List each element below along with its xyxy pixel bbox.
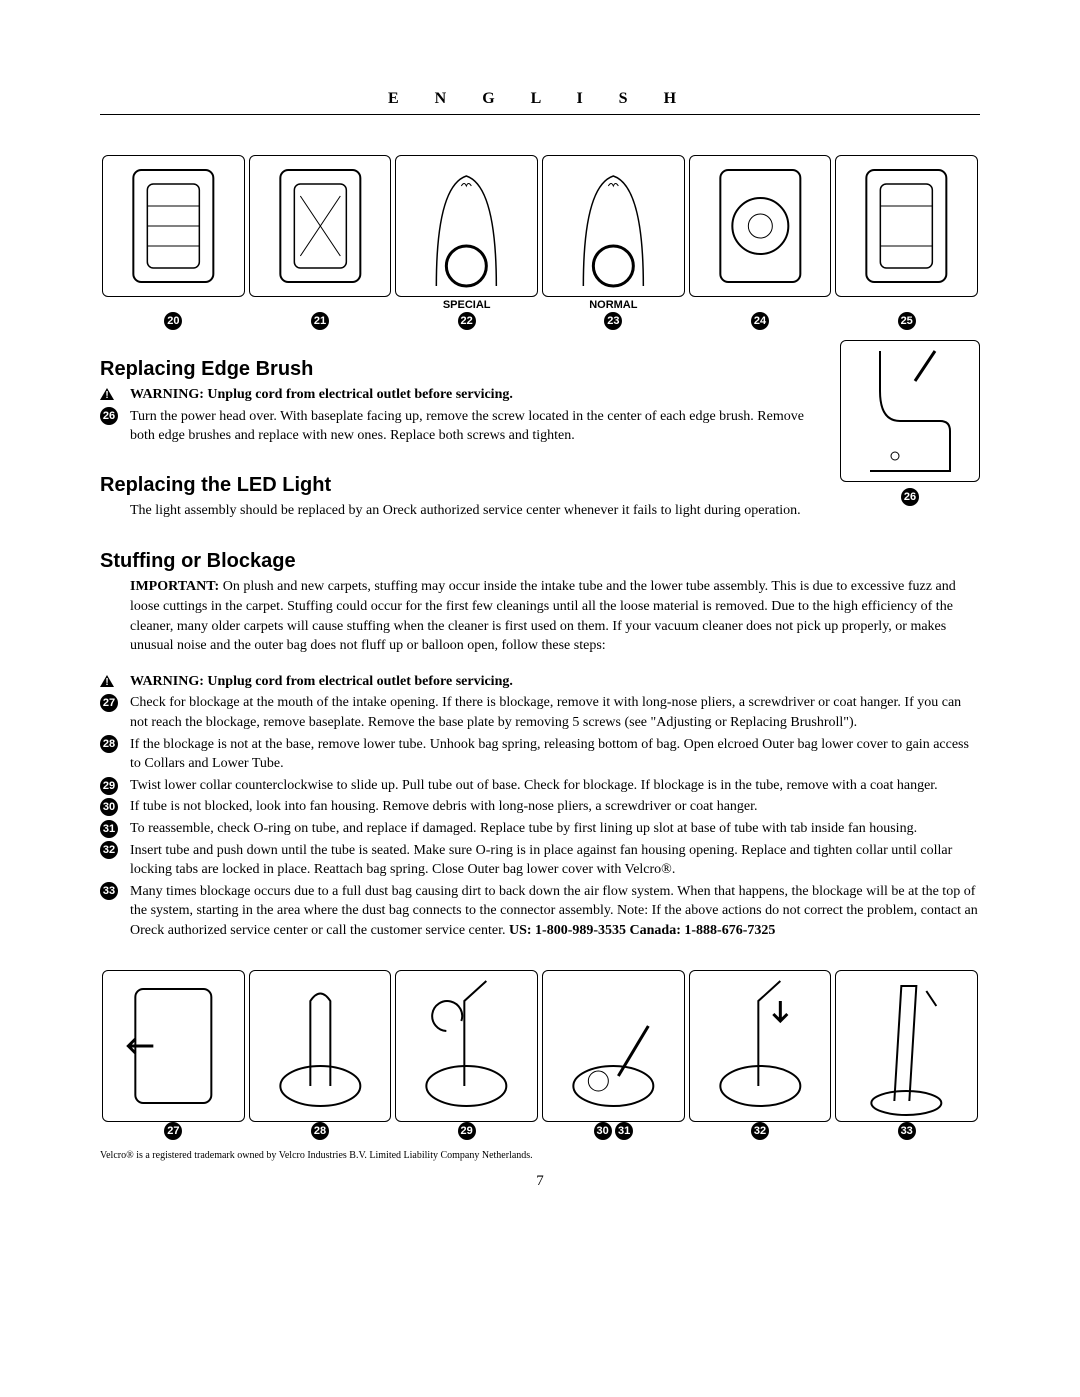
step-badge: 28 (100, 735, 118, 753)
footnote: Velcro® is a registered trademark owned … (100, 1150, 980, 1161)
figure-caption: NORMAL (542, 299, 685, 312)
important-text: IMPORTANT: On plush and new carpets, stu… (130, 577, 980, 655)
bottom-figure-row: 27 28 29 30 31 32 33 (100, 970, 980, 1140)
diagram-placeholder (102, 970, 245, 1122)
figure-27: 27 (100, 970, 247, 1140)
figure-caption (102, 299, 245, 312)
step-badge: 27 (100, 694, 118, 712)
figure-caption: SPECIAL (395, 299, 538, 312)
figure-number-badge: 31 (615, 1122, 633, 1140)
figure-number-badge: 32 (751, 1122, 769, 1140)
step-text: Many times blockage occurs due to a full… (130, 882, 980, 941)
figure-29: 29 (393, 970, 540, 1140)
step-text: Check for blockage at the mouth of the i… (130, 693, 980, 732)
diagram-placeholder (249, 970, 392, 1122)
diagram-placeholder (542, 970, 685, 1122)
figure-24: 24 (687, 155, 834, 330)
step-text: Twist lower collar counterclockwise to s… (130, 776, 980, 796)
step-badge: 29 (100, 777, 118, 795)
figure-20: 20 (100, 155, 247, 330)
section-title-stuffing: Stuffing or Blockage (100, 550, 296, 573)
figure-30-31: 30 31 (540, 970, 687, 1140)
figure-26-side: 26 (840, 340, 980, 506)
step-badge-26: 26 (100, 407, 118, 425)
figure-number-badge: 26 (901, 488, 919, 506)
figure-number-badge: 30 (594, 1122, 612, 1140)
language-header: E N G L I S H (100, 90, 980, 115)
step-badge: 30 (100, 798, 118, 816)
figure-caption (689, 299, 832, 312)
top-figure-row: 20 21 SPECIAL 22 NORMAL 23 (100, 155, 980, 330)
diagram-placeholder (249, 155, 392, 297)
step-badge: 32 (100, 841, 118, 859)
figure-28: 28 (247, 970, 394, 1140)
diagram-placeholder (835, 155, 978, 297)
figure-number-badge: 23 (604, 312, 622, 330)
figure-23: NORMAL 23 (540, 155, 687, 330)
step-text: Turn the power head over. With baseplate… (130, 407, 820, 446)
figure-number-badge: 24 (751, 312, 769, 330)
diagram-placeholder (542, 155, 685, 297)
page-number: 7 (100, 1173, 980, 1190)
figure-32: 32 (687, 970, 834, 1140)
step-text: To reassemble, check O-ring on tube, and… (130, 819, 980, 839)
figure-caption (249, 299, 392, 312)
figure-number-badge: 33 (898, 1122, 916, 1140)
diagram-placeholder (395, 155, 538, 297)
warning-icon (100, 388, 114, 402)
diagram-placeholder (689, 155, 832, 297)
figure-number-badge: 25 (898, 312, 916, 330)
diagram-placeholder (689, 970, 832, 1122)
figure-21: 21 (247, 155, 394, 330)
figure-number-badge: 27 (164, 1122, 182, 1140)
step-badge: 31 (100, 820, 118, 838)
figure-number-badge: 22 (458, 312, 476, 330)
figure-number-badge: 28 (311, 1122, 329, 1140)
diagram-placeholder (395, 970, 538, 1122)
figure-22: SPECIAL 22 (393, 155, 540, 330)
step-text: If tube is not blocked, look into fan ho… (130, 797, 980, 817)
warning-icon (100, 675, 114, 689)
warning-text: WARNING: Unplug cord from electrical out… (130, 674, 513, 689)
figure-caption (835, 299, 978, 312)
step-text: Insert tube and push down until the tube… (130, 841, 980, 880)
diagram-placeholder (840, 340, 980, 482)
figure-number-badge: 29 (458, 1122, 476, 1140)
diagram-placeholder (102, 155, 245, 297)
warning-text: WARNING: Unplug cord from electrical out… (130, 387, 513, 402)
figure-number-badge: 20 (164, 312, 182, 330)
figure-number-badge: 21 (311, 312, 329, 330)
figure-25: 25 (833, 155, 980, 330)
diagram-placeholder (835, 970, 978, 1122)
phone-line: US: 1-800-989-3535 Canada: 1-888-676-732… (509, 923, 775, 938)
figure-33: 33 (833, 970, 980, 1140)
step-badge: 33 (100, 882, 118, 900)
step-text: If the blockage is not at the base, remo… (130, 735, 980, 774)
